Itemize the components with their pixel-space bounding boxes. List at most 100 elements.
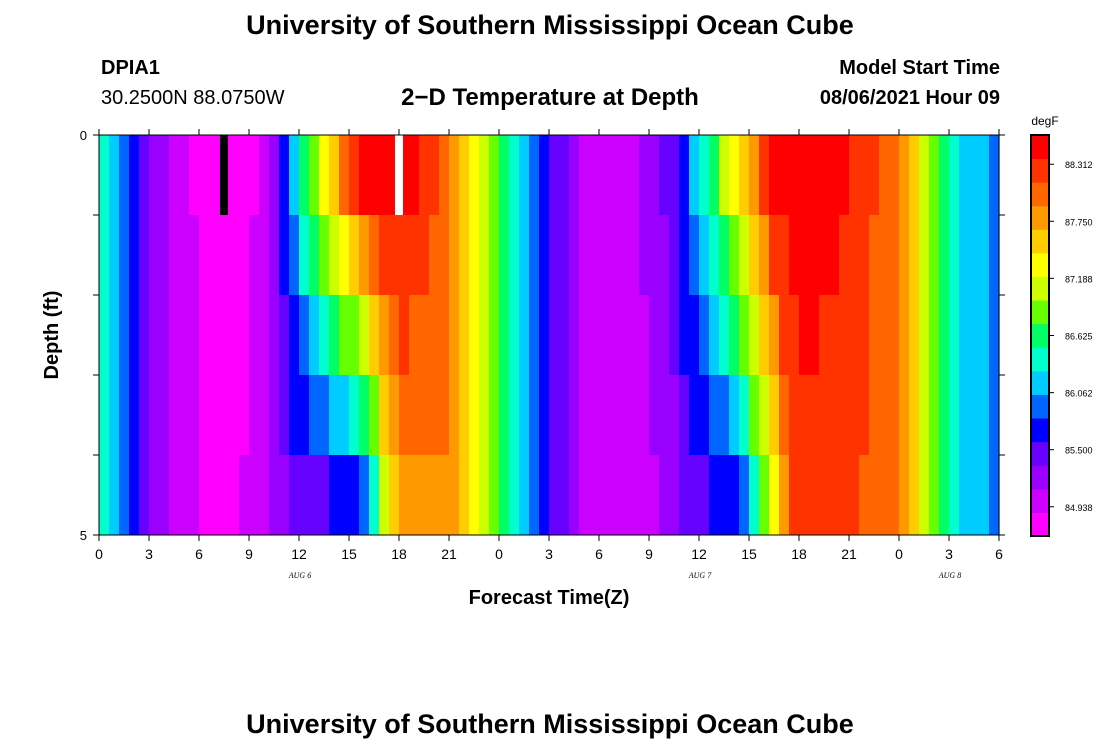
heatmap-cell <box>579 375 590 456</box>
x-tick-label: 9 <box>245 546 253 562</box>
colorbar-segment <box>1031 370 1049 395</box>
heatmap-cell <box>439 375 450 456</box>
heatmap-cell <box>139 135 150 216</box>
heatmap-cell <box>839 135 850 216</box>
heatmap-cell <box>689 375 700 456</box>
heatmap-cell <box>709 455 720 536</box>
heatmap-cell <box>709 375 720 456</box>
time-marker <box>220 135 228 215</box>
heatmap-cell <box>869 135 880 216</box>
heatmap-cell <box>949 215 960 296</box>
heatmap-cell <box>759 135 770 216</box>
heatmap-cell <box>719 375 730 456</box>
heatmap-cell <box>289 455 300 536</box>
heatmap-cell <box>269 375 280 456</box>
x-tick-label: 0 <box>95 546 103 562</box>
heatmap-cell <box>369 135 380 216</box>
heatmap-cell <box>309 455 320 536</box>
heatmap-cell <box>479 215 490 296</box>
heatmap-cell <box>129 455 140 536</box>
heatmap-cell <box>299 215 310 296</box>
heatmap-cell <box>139 455 150 536</box>
heatmap-cell <box>739 215 750 296</box>
heatmap-cell <box>219 375 230 456</box>
heatmap-cell <box>859 455 870 536</box>
heatmap-cell <box>509 135 520 216</box>
heatmap-cell <box>239 135 250 216</box>
heatmap-cell <box>239 215 250 296</box>
heatmap-cell <box>669 375 680 456</box>
heatmap-cell <box>949 135 960 216</box>
heatmap-cell <box>819 295 830 376</box>
heatmap-cell <box>449 375 460 456</box>
heatmap-cell <box>669 135 680 216</box>
heatmap-cell <box>809 375 820 456</box>
colorbar-segment <box>1031 135 1049 160</box>
heatmap-cell <box>309 375 320 456</box>
heatmap-cell <box>119 455 130 536</box>
heatmap-cell <box>889 215 900 296</box>
heatmap-cell <box>519 295 530 376</box>
x-tick-label: 21 <box>841 546 857 562</box>
heatmap-cell <box>119 215 130 296</box>
heatmap-cell <box>559 455 570 536</box>
heatmap-cell <box>389 455 400 536</box>
heatmap-cell <box>379 375 390 456</box>
heatmap-cell <box>219 215 230 296</box>
time-marker <box>395 135 403 215</box>
heatmap-cell <box>299 135 310 216</box>
heatmap-cell <box>129 135 140 216</box>
heatmap-cell <box>589 135 600 216</box>
heatmap-cell <box>879 455 890 536</box>
heatmap-cell <box>719 215 730 296</box>
heatmap-cell <box>979 215 990 296</box>
heatmap-cell <box>649 375 660 456</box>
heatmap-cell <box>169 375 180 456</box>
x-tick-label: 12 <box>291 546 307 562</box>
heatmap-cell <box>649 215 660 296</box>
heatmap-cell <box>249 455 260 536</box>
heatmap-cell <box>189 215 200 296</box>
heatmap-cell <box>349 375 360 456</box>
heatmap-cell <box>449 295 460 376</box>
heatmap-cell <box>919 455 930 536</box>
heatmap-cell <box>329 135 340 216</box>
heatmap-cell <box>889 375 900 456</box>
heatmap-cell <box>399 455 410 536</box>
heatmap-cell <box>529 295 540 376</box>
heatmap-cell <box>569 215 580 296</box>
heatmap-cell <box>269 215 280 296</box>
heatmap-cell <box>339 215 350 296</box>
heatmap-cell <box>659 295 670 376</box>
heatmap-cell <box>539 455 550 536</box>
heatmap-cell <box>289 375 300 456</box>
heatmap-cell <box>589 295 600 376</box>
day-label: AUG 6 <box>288 571 311 580</box>
heatmap-cell <box>419 135 430 216</box>
heatmap-cell <box>549 295 560 376</box>
heatmap-cell <box>279 375 290 456</box>
heatmap-cell <box>569 375 580 456</box>
heatmap-cell <box>479 375 490 456</box>
heatmap-cell <box>369 375 380 456</box>
heatmap-cell <box>879 215 890 296</box>
heatmap-cell <box>359 375 370 456</box>
heatmap-cell <box>579 215 590 296</box>
colorbar-segment <box>1031 394 1049 419</box>
colorbar-segment <box>1031 323 1049 348</box>
heatmap-cell <box>459 455 470 536</box>
heatmap-cell <box>519 375 530 456</box>
heatmap-cell <box>559 295 570 376</box>
heatmap-cell <box>419 295 430 376</box>
colorbar-segment <box>1031 488 1049 513</box>
heatmap-cell <box>749 295 760 376</box>
station-coords: 30.2500N 88.0750W <box>101 87 285 109</box>
heatmap-cell <box>769 375 780 456</box>
heatmap-cell <box>479 135 490 216</box>
heatmap-cell <box>949 375 960 456</box>
heatmap-cell <box>929 375 940 456</box>
heatmap-cell <box>259 135 270 216</box>
heatmap-cell <box>969 375 980 456</box>
heatmap-cell <box>489 295 500 376</box>
heatmap-cell <box>439 215 450 296</box>
